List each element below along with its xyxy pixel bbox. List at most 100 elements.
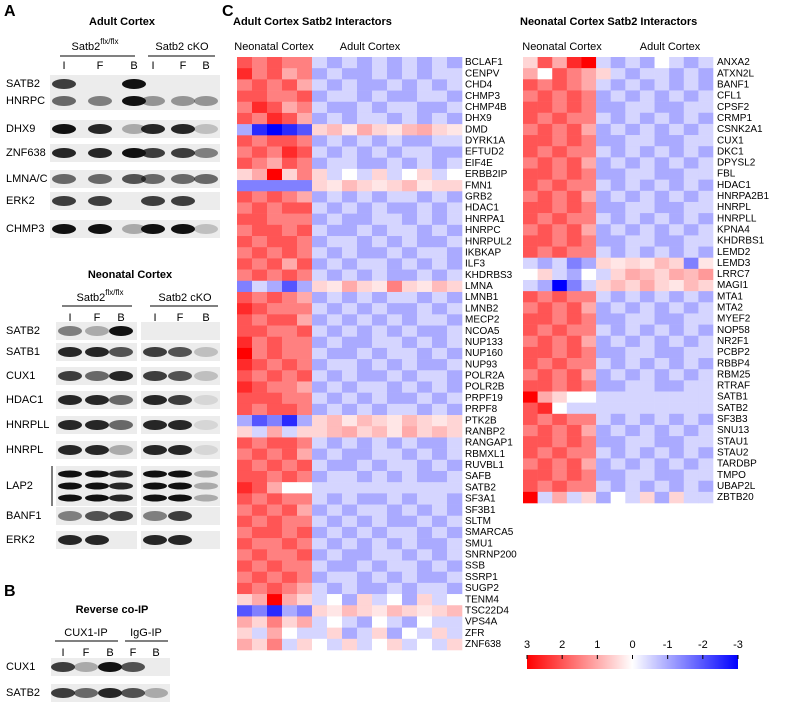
heatmap-cell [342, 370, 358, 382]
heatmap-cell [312, 482, 328, 494]
heatmap-cell [417, 247, 433, 259]
blot-band [109, 326, 133, 336]
heatmap-cell [654, 268, 670, 281]
heatmap-cell [537, 302, 553, 314]
heatmap-cell [252, 616, 268, 628]
heatmap-cell [327, 515, 343, 528]
group-label: IgG-IP [130, 627, 162, 639]
heatmap-cell [252, 146, 268, 158]
heatmap-cell [387, 504, 403, 517]
blot-band [109, 371, 133, 381]
heatmap-cell [639, 436, 655, 448]
gene-label: RUVBL1 [465, 460, 504, 471]
heatmap-cell [523, 68, 538, 80]
heatmap-cell [372, 403, 388, 416]
heatmap-cell [297, 426, 313, 438]
heatmap-cell [282, 90, 298, 103]
heatmap-cell [297, 68, 313, 80]
heatmap-cell [447, 359, 463, 371]
heatmap-cell [683, 268, 699, 281]
heatmap-cell [566, 391, 582, 403]
heatmap-cell [312, 370, 328, 382]
heatmap-cell [432, 336, 448, 349]
heatmap-cell [252, 280, 268, 293]
heatmap-cell [523, 201, 538, 214]
heatmap-cell [342, 269, 358, 282]
heatmap-cell [297, 415, 313, 427]
heatmap-cell [402, 236, 418, 248]
heatmap-cell [327, 526, 343, 539]
heatmap-cell [357, 280, 373, 293]
heatmap-cell [669, 346, 685, 359]
heatmap-cell [537, 190, 553, 203]
heatmap-cell [327, 627, 343, 640]
heatmap-cell [342, 112, 358, 125]
heatmap-cell [402, 202, 418, 214]
gene-label: DMD [465, 124, 488, 135]
heatmap-cell [639, 123, 655, 136]
heatmap-cell [683, 402, 699, 415]
heatmap-cell [669, 380, 685, 392]
group-superscript: flx/flx [100, 37, 118, 46]
gene-label: SUGP2 [465, 583, 499, 594]
heatmap-cell [432, 68, 448, 80]
heatmap-cell [327, 448, 343, 461]
heatmap-cell [312, 437, 328, 449]
heatmap-cell [625, 424, 641, 437]
heatmap-cell [237, 616, 253, 628]
heatmap-cell [252, 448, 268, 461]
heatmap-cell [625, 380, 641, 392]
gene-label: HDAC1 [465, 203, 499, 214]
heatmap-cell [523, 246, 538, 258]
heatmap-cell [387, 403, 403, 416]
heatmap-cell [552, 369, 568, 381]
heatmap-cell [537, 369, 553, 381]
heatmap-cell [432, 269, 448, 282]
heatmap-cell [669, 424, 685, 437]
heatmap-cell [252, 426, 268, 438]
heatmap-cell [639, 268, 655, 281]
blot-band [168, 420, 192, 430]
heatmap-cell [342, 202, 358, 214]
heatmap-cell [596, 123, 611, 136]
heatmap-cell [237, 224, 253, 237]
heatmap-cell [654, 491, 670, 504]
heatmap-cell [327, 549, 343, 561]
heatmap-cell [417, 616, 433, 628]
blot-band [194, 174, 218, 184]
heatmap-cell [698, 491, 714, 504]
gene-label: VPS4A [465, 617, 498, 628]
heatmap-cell [432, 493, 448, 505]
heatmap-cell [297, 303, 313, 315]
heatmap-cell [683, 458, 699, 470]
blot-band [171, 196, 195, 206]
heatmap-cell [312, 124, 328, 136]
heatmap-cell [297, 280, 313, 293]
heatmap-cell [537, 424, 553, 437]
heatmap-cell [698, 157, 714, 169]
heatmap-cell [625, 101, 641, 114]
heatmap-cell [417, 124, 433, 136]
blot-band [141, 96, 165, 106]
heatmap-cell [312, 359, 328, 371]
heatmap-cell [639, 302, 655, 314]
heatmap-cell [610, 491, 626, 504]
heatmap-cell [610, 335, 626, 348]
heatmap-cell [252, 526, 268, 539]
heatmap-cell [327, 504, 343, 517]
gene-label: ANXA2 [717, 57, 750, 68]
heatmap-cell [372, 303, 388, 315]
lane-label: I [61, 647, 64, 659]
blot-band [109, 494, 133, 502]
lane-label: F [94, 312, 101, 324]
heatmap-cell [252, 213, 268, 226]
heatmap-cell [327, 325, 343, 338]
heatmap-cell [327, 470, 343, 483]
heatmap-cell [639, 324, 655, 337]
heatmap-cell [402, 168, 418, 181]
blot-band [74, 662, 98, 672]
heatmap-cell [387, 146, 403, 158]
heatmap-cell [237, 459, 253, 472]
heatmap-cell [372, 594, 388, 606]
heatmap-cell [312, 79, 328, 91]
